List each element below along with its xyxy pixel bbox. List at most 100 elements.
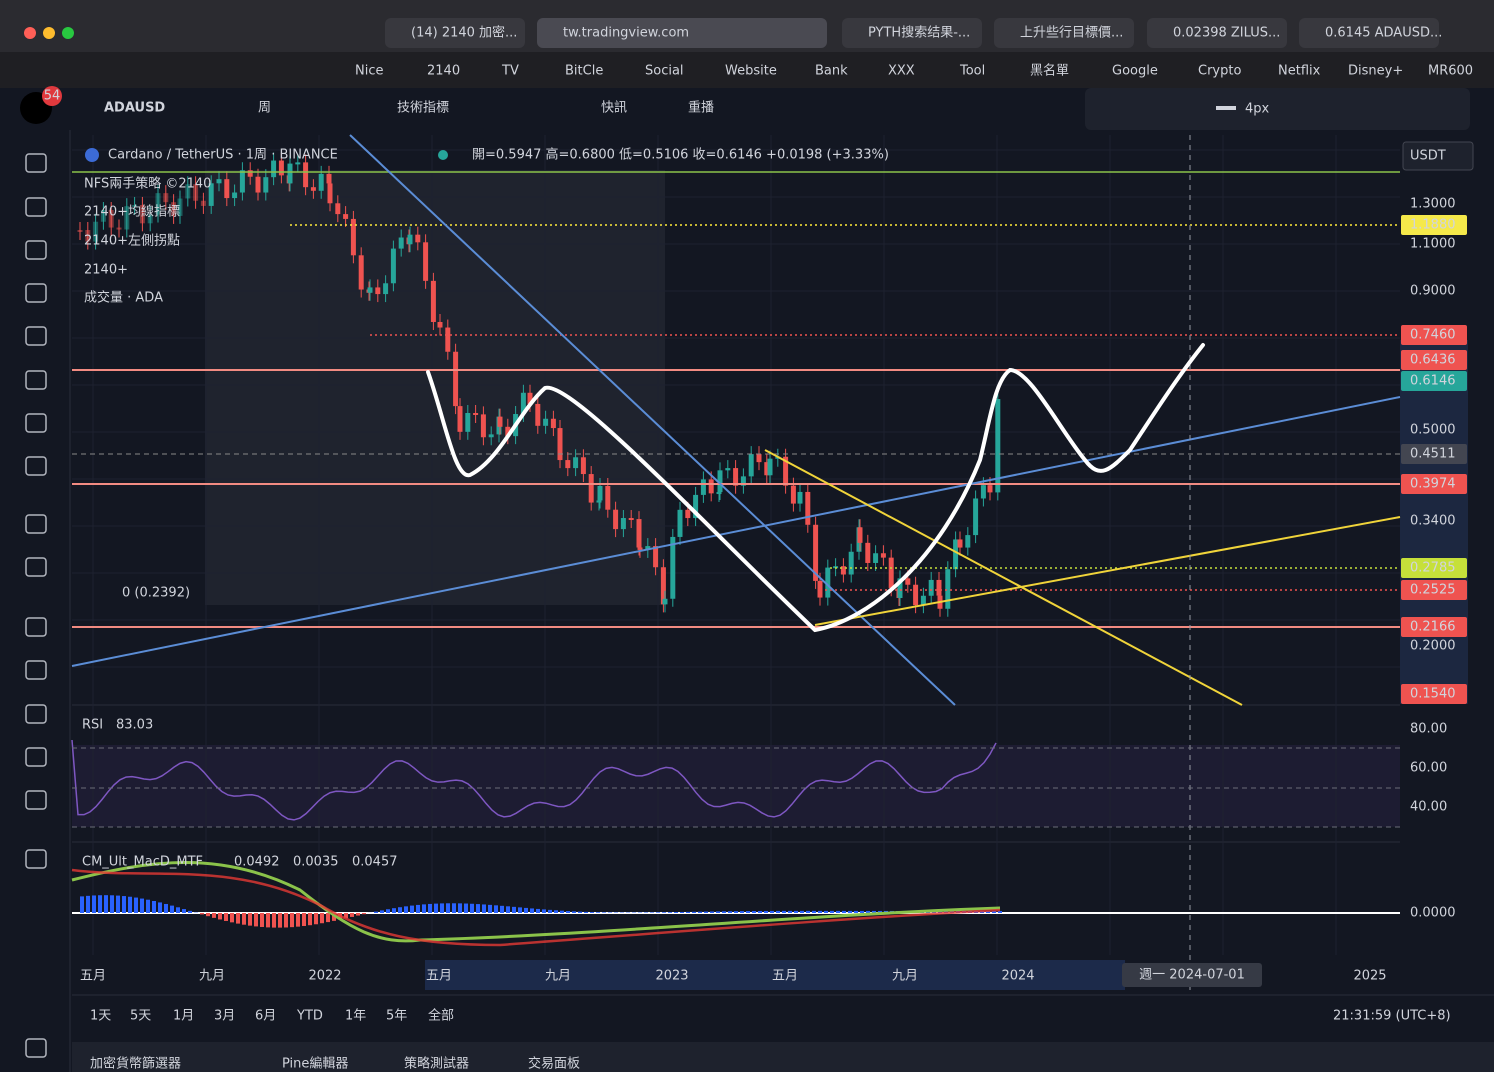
macd-histogram xyxy=(860,910,864,913)
bookmark[interactable]: Disney+ xyxy=(1348,64,1403,79)
tool-icon[interactable] xyxy=(25,849,47,869)
macd-histogram xyxy=(86,895,90,913)
tool-icon[interactable] xyxy=(25,153,47,173)
range-button[interactable]: 5年 xyxy=(386,1009,407,1024)
candle-body xyxy=(888,557,894,589)
range-button[interactable]: 3月 xyxy=(214,1009,235,1024)
range-button[interactable]: YTD xyxy=(296,1009,323,1024)
candle-body xyxy=(848,551,854,575)
bookmark[interactable]: Social xyxy=(645,64,684,79)
indicator-legend[interactable]: 成交量 · ADA xyxy=(84,290,163,306)
range-button[interactable]: 1年 xyxy=(345,1009,366,1024)
bookmark[interactable]: Tool xyxy=(959,64,985,79)
tool-icon[interactable] xyxy=(25,1038,47,1058)
macd-histogram xyxy=(188,910,192,913)
bookmark[interactable]: BitCle xyxy=(565,64,603,79)
range-button[interactable]: 6月 xyxy=(255,1009,276,1024)
line-width[interactable]: 4px xyxy=(1245,102,1270,117)
bottom-tab[interactable]: Pine編輯器 xyxy=(282,1056,348,1072)
tool-icon[interactable] xyxy=(25,790,47,810)
bottom-tab[interactable]: 加密貨幣篩選器 xyxy=(90,1056,181,1072)
indicator-legend[interactable]: NFS兩手策略 ©2140 xyxy=(84,176,211,192)
alerts-button[interactable]: 快訊 xyxy=(601,101,627,116)
browser-tab[interactable] xyxy=(537,18,827,48)
drawing-toolbar xyxy=(1085,88,1470,130)
bookmark[interactable]: TV xyxy=(501,64,519,79)
bookmark[interactable]: Website xyxy=(725,64,777,79)
tool-icon[interactable] xyxy=(25,514,47,534)
tool-icon[interactable] xyxy=(25,456,47,476)
tool-icon[interactable] xyxy=(25,283,47,303)
candle-body xyxy=(326,173,332,184)
candle-body xyxy=(177,198,183,216)
price-axis-label: 0.3974 xyxy=(1410,477,1456,492)
min-dot[interactable] xyxy=(43,27,55,39)
tool-icon[interactable] xyxy=(25,197,47,217)
indicator-legend[interactable]: 2140+ xyxy=(84,263,128,278)
candle-body xyxy=(147,214,153,224)
close-dot[interactable] xyxy=(24,27,36,39)
rsi-axis-label: 80.00 xyxy=(1410,722,1447,737)
tool-icon[interactable] xyxy=(25,617,47,637)
candle-body xyxy=(77,230,83,232)
clock: 21:31:59 (UTC+8) xyxy=(1333,1009,1451,1024)
time-axis-label: 2022 xyxy=(308,969,341,984)
candle-body xyxy=(350,218,356,256)
interval[interactable]: 周 xyxy=(258,101,271,116)
price-axis-label: 0.7460 xyxy=(1410,328,1456,343)
tool-icon[interactable] xyxy=(25,326,47,346)
browser-tab[interactable] xyxy=(385,18,525,48)
max-dot[interactable] xyxy=(62,27,74,39)
price-axis-label: 1.1000 xyxy=(1410,237,1456,252)
macd-histogram xyxy=(566,911,570,913)
range-button[interactable]: 1月 xyxy=(173,1009,194,1024)
bookmark[interactable]: 黑名單 xyxy=(1030,63,1069,79)
symbol[interactable]: ADAUSD xyxy=(104,101,165,116)
tool-icon[interactable] xyxy=(25,747,47,767)
range-button[interactable]: 5天 xyxy=(130,1009,151,1024)
currency-box[interactable] xyxy=(1402,141,1474,171)
indicator-legend[interactable]: 2140+均線指標 xyxy=(84,204,180,220)
macd-histogram xyxy=(332,913,336,921)
time-axis-label: 五月 xyxy=(772,969,798,984)
candle-body xyxy=(93,221,99,242)
browser-tab[interactable] xyxy=(842,18,982,48)
bookmark[interactable]: 2140 xyxy=(427,64,460,79)
tool-icon[interactable] xyxy=(25,413,47,433)
candle-body xyxy=(303,162,309,188)
indicators-button[interactable]: 技術指標 xyxy=(397,101,449,116)
candle-body xyxy=(216,179,222,184)
bottom-tab[interactable]: 交易面板 xyxy=(528,1056,580,1072)
candle-body xyxy=(423,242,429,281)
tool-icon[interactable] xyxy=(25,704,47,724)
candle-body xyxy=(953,539,959,570)
candle-body xyxy=(193,184,199,201)
indicator-legend[interactable]: 2140+左側拐點 xyxy=(84,234,180,249)
bookmark[interactable]: Nice xyxy=(355,64,383,79)
bookmark[interactable]: MR600 xyxy=(1428,64,1473,79)
bookmark[interactable]: XXX xyxy=(888,64,915,79)
tool-icon[interactable] xyxy=(25,557,47,577)
macd-line xyxy=(71,861,1001,943)
macd-histogram xyxy=(722,911,726,913)
macd-histogram xyxy=(494,905,498,913)
range-button[interactable]: 1天 xyxy=(90,1009,111,1024)
browser-tab[interactable] xyxy=(1299,18,1439,48)
candle-body xyxy=(880,553,886,558)
browser-tab[interactable] xyxy=(994,18,1134,48)
tool-icon[interactable] xyxy=(25,240,47,260)
range-button[interactable]: 全部 xyxy=(428,1008,454,1024)
bookmark[interactable]: Google xyxy=(1112,64,1158,79)
bookmark[interactable]: Bank xyxy=(815,64,848,79)
candle-body xyxy=(685,509,691,519)
macd-histogram xyxy=(746,911,750,913)
bookmark[interactable]: Crypto xyxy=(1198,64,1241,79)
replay-button[interactable]: 重播 xyxy=(688,100,714,116)
macd-histogram xyxy=(842,910,846,913)
browser-tab[interactable] xyxy=(1147,18,1287,48)
bottom-tab[interactable]: 策略測試器 xyxy=(404,1056,469,1072)
tool-icon[interactable] xyxy=(25,370,47,390)
macd-histogram xyxy=(764,910,768,913)
bookmark[interactable]: Netflix xyxy=(1278,64,1321,79)
tool-icon[interactable] xyxy=(25,660,47,680)
